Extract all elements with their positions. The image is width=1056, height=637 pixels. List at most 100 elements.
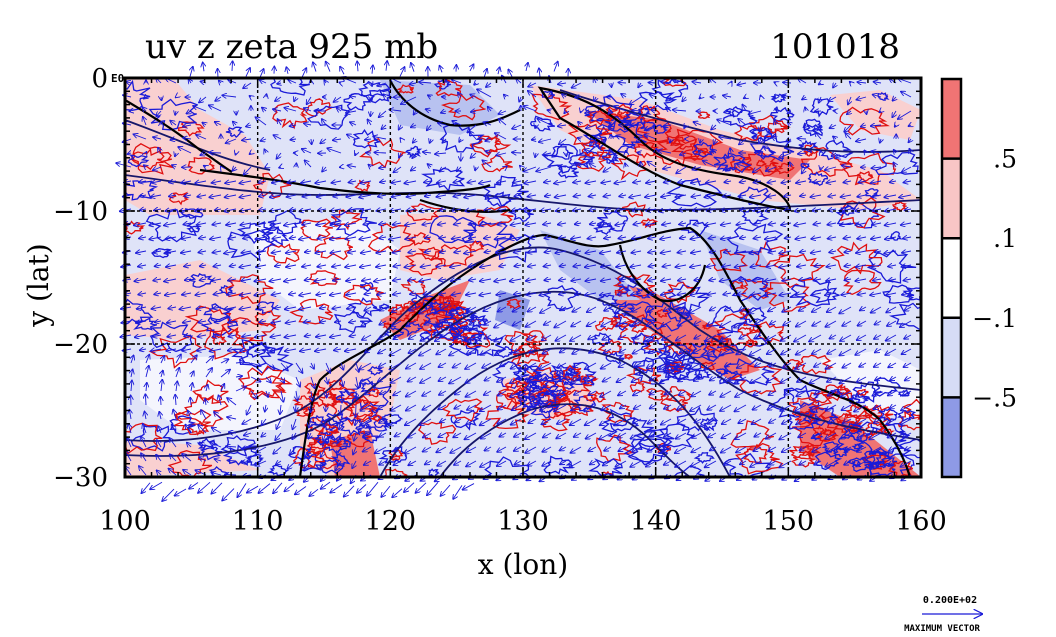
wind-vector — [315, 349, 327, 351]
wind-vector — [361, 320, 372, 327]
wind-vector — [170, 438, 177, 448]
wind-vector — [334, 349, 342, 350]
pos-contour — [839, 106, 890, 136]
neg-contour — [749, 132, 795, 163]
wind-vector — [262, 108, 266, 111]
wind-vector — [287, 181, 297, 183]
wind-vector — [243, 82, 252, 88]
pos-contour — [343, 398, 378, 418]
pos-contour — [430, 244, 474, 267]
wind-vector — [341, 390, 342, 403]
neg-contour — [896, 410, 917, 422]
wind-vector — [212, 428, 222, 434]
wind-vector — [143, 117, 146, 126]
y-tick-label: −10 — [53, 197, 108, 227]
wind-vector — [211, 279, 222, 281]
wind-vector — [322, 119, 326, 126]
pos-contour — [583, 392, 599, 402]
wind-vector — [153, 279, 162, 281]
wind-vector — [337, 446, 341, 455]
wind-vector — [330, 237, 342, 239]
wind-vector — [182, 349, 192, 351]
wind-vector — [484, 69, 487, 78]
wind-vector — [185, 425, 192, 434]
wind-vector — [195, 181, 207, 183]
wind-vector — [184, 335, 192, 336]
wind-vector — [334, 96, 342, 102]
wind-vector — [346, 195, 357, 197]
wind-vector — [135, 335, 147, 337]
wind-vector — [197, 307, 207, 309]
wind-vector — [265, 362, 275, 369]
wind-vector — [158, 148, 161, 154]
wind-vector — [250, 153, 251, 154]
wind-vector — [344, 485, 355, 497]
neg-contour — [729, 275, 768, 303]
wind-vector — [275, 432, 282, 440]
wind-vector — [219, 81, 221, 83]
wind-vector — [153, 335, 162, 337]
neg-contour — [846, 424, 863, 435]
wind-vector — [508, 70, 512, 77]
pos-contour — [173, 393, 229, 427]
wind-vector — [196, 135, 207, 140]
wind-vector — [341, 362, 343, 370]
pos-contour — [610, 313, 635, 328]
wind-vector — [152, 307, 162, 309]
wind-vector — [200, 153, 207, 155]
neg-contour — [693, 369, 712, 380]
neg-contour — [596, 211, 629, 232]
neg-contour — [452, 306, 470, 317]
wind-vector — [242, 418, 252, 424]
wind-vector — [164, 223, 177, 225]
wind-vector — [539, 68, 540, 77]
neg-contour — [632, 428, 675, 452]
wind-vector — [228, 460, 237, 461]
wind-vector — [301, 68, 306, 78]
wind-vector — [243, 237, 252, 239]
wind-vector — [346, 279, 357, 281]
wind-vector — [359, 195, 372, 197]
pos-contour — [794, 410, 817, 426]
wind-vector — [260, 69, 264, 78]
wind-vector — [360, 404, 372, 411]
wind-vector — [345, 349, 357, 351]
wind-vector — [309, 418, 311, 427]
wind-vector — [798, 138, 807, 139]
pos-contour — [902, 398, 921, 420]
wind-vector — [131, 356, 134, 364]
wind-vector — [255, 335, 267, 337]
wind-vector — [146, 383, 147, 392]
wind-vector — [280, 404, 281, 414]
pos-contour — [822, 429, 834, 437]
wind-vector — [349, 321, 357, 322]
neg-contour — [637, 107, 652, 117]
wind-vector — [498, 67, 500, 75]
wind-vector — [226, 223, 237, 225]
wind-vector — [215, 97, 222, 101]
wind-vector — [165, 293, 177, 295]
neg-contour — [410, 293, 437, 311]
wind-vector — [215, 321, 222, 322]
wind-vector — [304, 123, 312, 125]
pos-contour — [623, 353, 634, 361]
pos-contour — [697, 111, 711, 119]
wind-vector — [365, 139, 372, 140]
wind-vector — [277, 152, 282, 159]
neg-contour — [542, 285, 580, 311]
neg-contour — [535, 389, 558, 405]
neg-contour — [720, 152, 752, 174]
neg-contour — [691, 141, 716, 158]
x-tick-label: 110 — [232, 506, 284, 537]
wind-vector — [470, 64, 474, 72]
pos-contour — [308, 270, 340, 287]
pos-contour — [310, 437, 322, 443]
wind-vector — [349, 181, 357, 183]
neg-contour — [557, 165, 579, 179]
wind-vector — [333, 279, 342, 281]
wind-vector — [311, 138, 312, 144]
wind-vector — [292, 432, 296, 439]
wind-vector — [167, 335, 177, 337]
wind-vector — [287, 460, 297, 469]
wind-vector — [190, 67, 193, 77]
